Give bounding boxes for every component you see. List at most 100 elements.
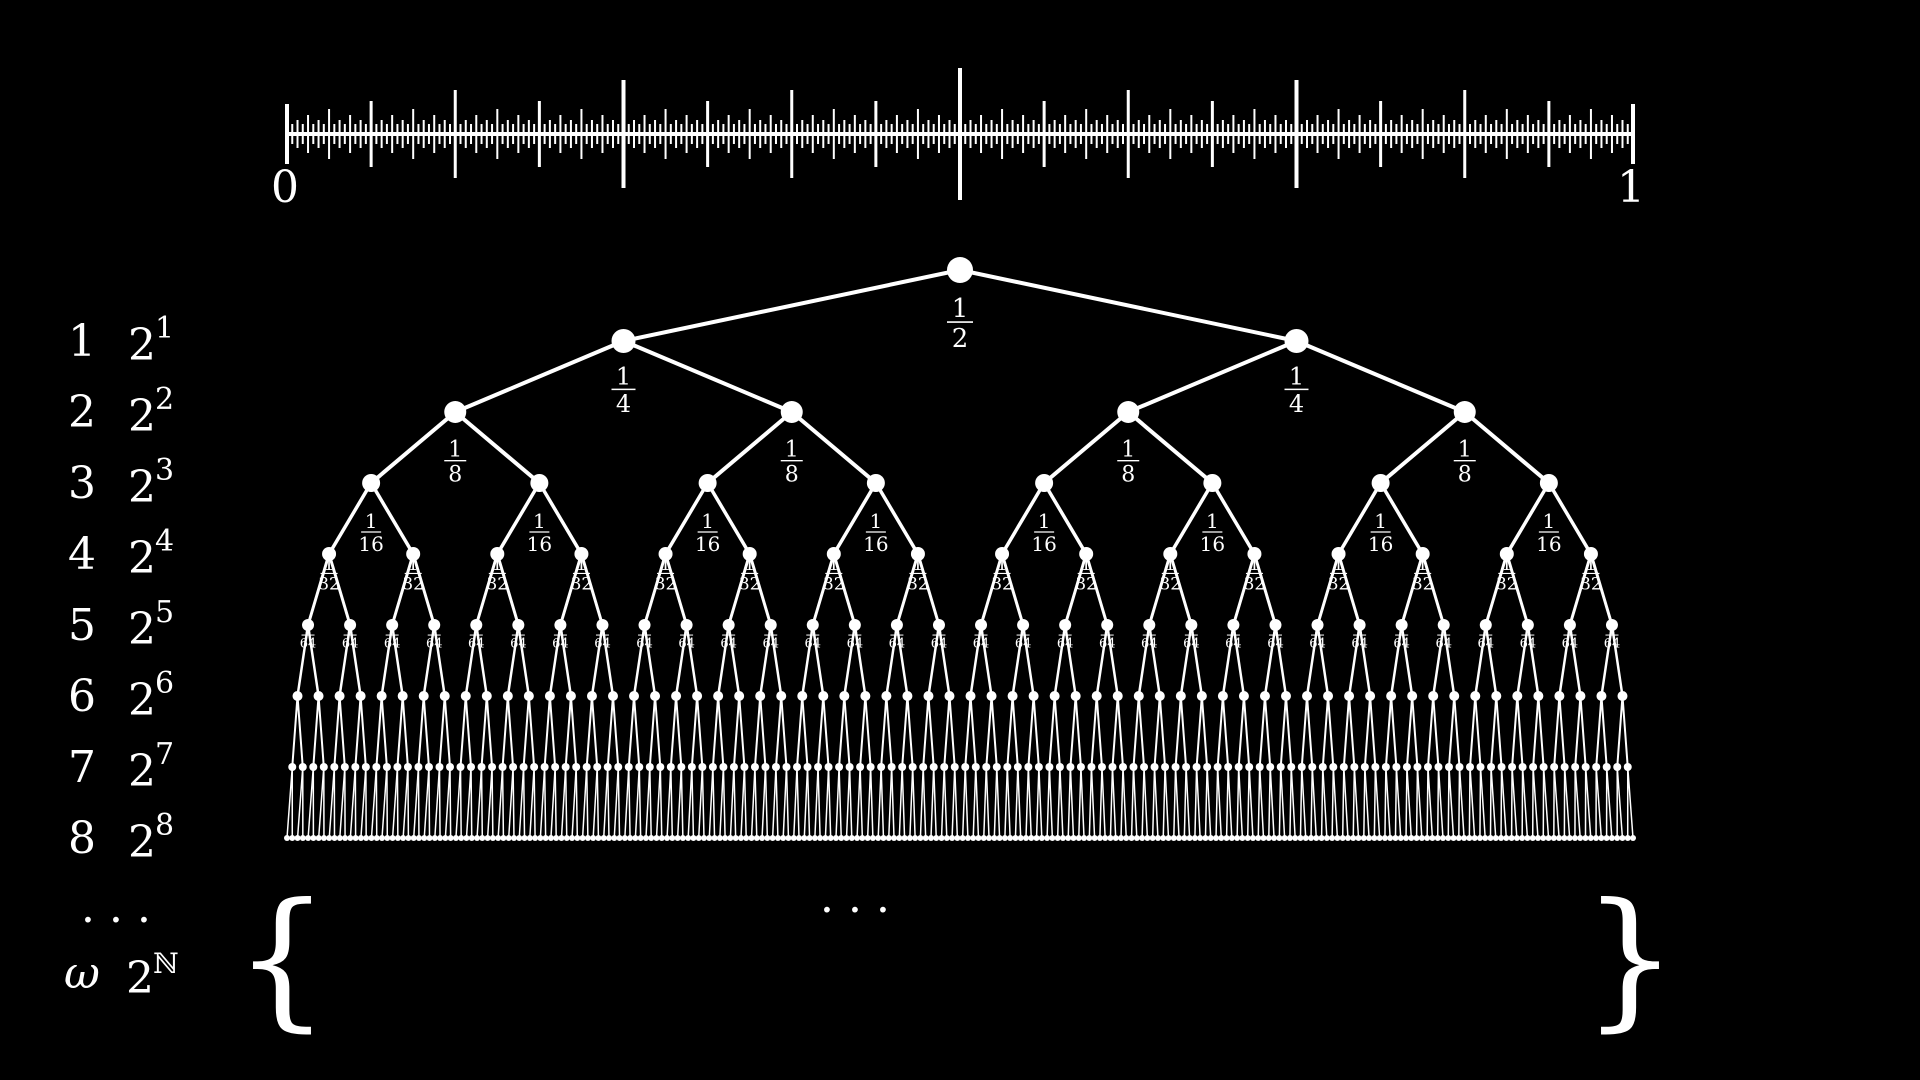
tree-edge bbox=[1331, 766, 1335, 839]
tree-edge bbox=[396, 695, 404, 768]
tree-node bbox=[801, 835, 808, 841]
tree-node bbox=[521, 835, 528, 841]
tree-node bbox=[806, 835, 813, 841]
tree-node bbox=[1245, 763, 1254, 771]
tree-edge bbox=[1000, 552, 1025, 627]
limit-power-exponent: ℕ bbox=[153, 947, 179, 980]
tree-edge bbox=[1394, 766, 1398, 839]
tree-node bbox=[866, 763, 875, 771]
fraction-label: 164 bbox=[1604, 621, 1621, 651]
tree-edge bbox=[845, 766, 851, 839]
tree-node bbox=[344, 619, 357, 631]
tree-edge bbox=[1511, 766, 1518, 839]
tree-edge bbox=[617, 766, 621, 839]
tree-edge bbox=[1038, 766, 1043, 839]
tree-node bbox=[1175, 691, 1186, 701]
tree-node bbox=[490, 547, 505, 561]
tree-edge bbox=[1479, 766, 1486, 839]
tree-node bbox=[372, 763, 381, 771]
tree-edge bbox=[495, 481, 542, 556]
tree-edge bbox=[901, 695, 909, 768]
tree-node bbox=[980, 835, 987, 841]
fraction-numerator: 1 bbox=[1187, 621, 1195, 636]
tree-edge bbox=[1006, 766, 1011, 839]
tree-edge bbox=[518, 766, 525, 839]
tree-node bbox=[658, 835, 665, 841]
tree-node bbox=[1360, 763, 1369, 771]
tree-edge bbox=[701, 766, 705, 839]
tree-edge bbox=[803, 766, 809, 839]
tree-edge bbox=[327, 481, 373, 556]
tree-node bbox=[1492, 835, 1499, 841]
fraction-numerator: 1 bbox=[1313, 621, 1321, 636]
tree-node bbox=[596, 619, 609, 631]
tree-edge bbox=[885, 695, 893, 768]
tree-edge bbox=[465, 766, 472, 839]
tree-node bbox=[292, 691, 303, 701]
tree-edge bbox=[1341, 766, 1345, 839]
tree-node bbox=[505, 835, 512, 841]
fraction-numerator: 1 bbox=[1543, 509, 1556, 533]
fraction-denominator: 64 bbox=[1562, 636, 1579, 651]
tree-node bbox=[1497, 763, 1506, 771]
tree-node bbox=[947, 257, 973, 283]
tree-edge bbox=[859, 695, 867, 768]
tree-edge bbox=[1143, 766, 1149, 839]
tree-edge bbox=[655, 766, 662, 839]
tree-edge bbox=[1179, 695, 1188, 768]
tree-node bbox=[695, 835, 702, 841]
tree-node bbox=[1117, 835, 1124, 841]
tree-edge bbox=[497, 766, 504, 839]
tree-node bbox=[1318, 763, 1327, 771]
tree-node bbox=[753, 835, 760, 841]
tree-edge bbox=[874, 481, 920, 556]
tree-edge bbox=[434, 766, 441, 839]
tree-edge bbox=[708, 766, 714, 839]
tree-node bbox=[1197, 835, 1204, 841]
tree-edge bbox=[722, 766, 726, 839]
tree-edge bbox=[1378, 481, 1425, 556]
tree-edge bbox=[895, 552, 920, 627]
tree-node bbox=[435, 763, 444, 771]
tree-edge bbox=[401, 695, 409, 768]
tree-edge bbox=[1263, 695, 1272, 768]
tree-node bbox=[722, 835, 729, 841]
tree-node bbox=[357, 835, 364, 841]
fraction-label: 164 bbox=[1435, 621, 1452, 651]
tree-node bbox=[938, 835, 945, 841]
tree-edge bbox=[501, 695, 509, 768]
fraction-denominator: 32 bbox=[1075, 575, 1097, 595]
tree-node bbox=[1415, 547, 1430, 561]
tree-node bbox=[1255, 835, 1262, 841]
power-base: 2 bbox=[128, 320, 156, 371]
tree-edge bbox=[705, 410, 794, 485]
tree-edge bbox=[286, 766, 294, 839]
tree-node bbox=[362, 474, 381, 492]
tree-node bbox=[1608, 835, 1615, 841]
tree-node bbox=[902, 691, 913, 701]
fraction-label: 164 bbox=[720, 621, 737, 651]
fraction-label: 132 bbox=[991, 555, 1013, 595]
tree-node bbox=[769, 835, 776, 841]
tree-edge bbox=[953, 766, 959, 839]
tree-node bbox=[1028, 691, 1039, 701]
tree-edge bbox=[1421, 552, 1446, 627]
tree-edge bbox=[423, 766, 430, 839]
fraction-denominator: 32 bbox=[402, 575, 424, 595]
fraction-label: 164 bbox=[973, 621, 990, 651]
fraction-denominator: 8 bbox=[1121, 463, 1135, 488]
tree-edge bbox=[506, 695, 515, 768]
power-exponent: 7 bbox=[155, 737, 174, 772]
tree-node bbox=[1255, 763, 1264, 771]
tree-node bbox=[1133, 835, 1140, 841]
tree-node bbox=[1086, 835, 1093, 841]
tree-node bbox=[1466, 835, 1473, 841]
tree-node bbox=[896, 835, 903, 841]
tree-node bbox=[603, 763, 612, 771]
tree-edge bbox=[782, 766, 788, 839]
fraction-numerator: 1 bbox=[1566, 621, 1574, 636]
tree-node bbox=[1059, 835, 1066, 841]
tree-edge bbox=[990, 695, 998, 768]
tree-node bbox=[826, 547, 841, 561]
tree-edge bbox=[649, 766, 652, 839]
